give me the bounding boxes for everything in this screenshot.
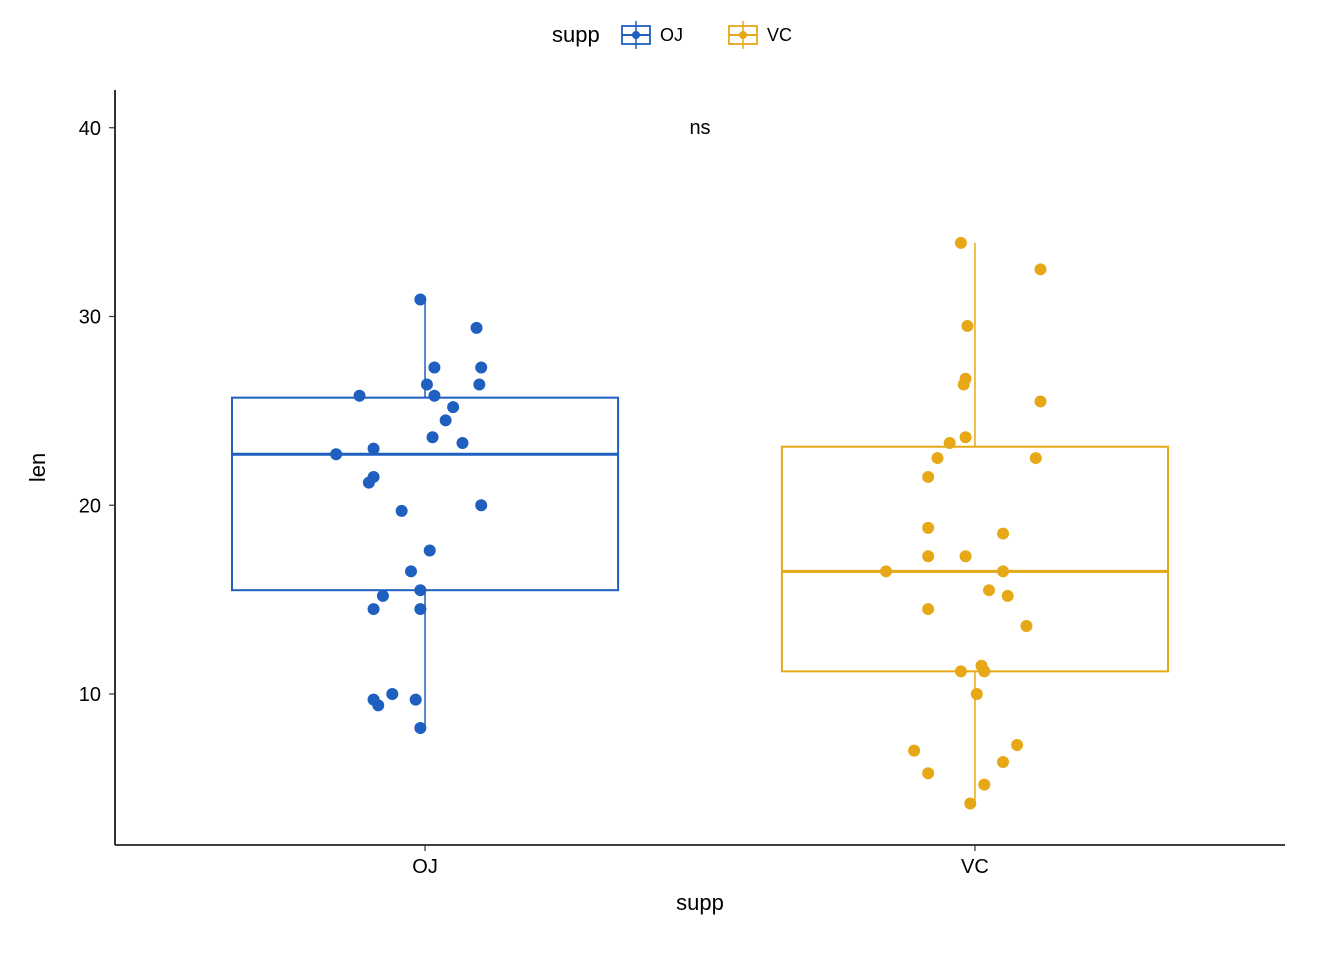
jitter-point [976,660,988,672]
significance-annotation: ns [689,117,710,139]
jitter-point [405,565,417,577]
jitter-point [1034,395,1046,407]
y-tick-label: 30 [79,307,101,329]
x-tick-label: OJ [412,856,438,878]
jitter-point [368,603,380,615]
jitter-point [978,779,990,791]
x-axis-label: supp [676,890,724,915]
jitter-point [330,448,342,460]
legend: supp OJ VC [552,21,792,49]
jitter-point [960,550,972,562]
jitter-point [960,431,972,443]
legend-label: VC [767,25,792,45]
jitter-point [997,565,1009,577]
jitter-point [363,477,375,489]
legend-title: supp [552,22,600,47]
jitter-point [414,722,426,734]
jitter-point [955,237,967,249]
jitter-point [396,505,408,517]
jitter-point [440,414,452,426]
jitter-point [983,584,995,596]
jitter-point [955,665,967,677]
jitter-point [922,471,934,483]
jitter-point [368,694,380,706]
jitter-point [414,584,426,596]
jitter-point [377,590,389,602]
jitter-point [475,499,487,511]
box [782,447,1168,672]
jitter-point [410,694,422,706]
jitter-point [421,378,433,390]
jitter-point [922,603,934,615]
jitter-point [473,378,485,390]
jitter-point [354,390,366,402]
jitter-point [908,745,920,757]
jitter-point [1034,263,1046,275]
x-tick-label: VC [961,856,989,878]
jitter-point [922,767,934,779]
jitter-point [880,565,892,577]
y-tick-label: 10 [79,684,101,706]
legend-point-glyph [632,31,640,39]
jitter-point [997,756,1009,768]
jitter-point [964,797,976,809]
jitter-point [475,361,487,373]
jitter-point [386,688,398,700]
jitter-point [1020,620,1032,632]
jitter-point [427,431,439,443]
box [232,398,618,591]
jitter-point [997,528,1009,540]
jitter-point [414,603,426,615]
jitter-point [922,522,934,534]
jitter-point [961,320,973,332]
boxplot-chart: supp OJ VC ns 10 20 30 40 OJ VC supp len [0,0,1344,960]
legend-point-glyph [739,31,747,39]
jitter-point [971,688,983,700]
jitter-point [424,545,436,557]
jitter-point [456,437,468,449]
jitter-point [428,390,440,402]
jitter-point [1011,739,1023,751]
jitter-point [428,361,440,373]
jitter-point [958,378,970,390]
y-tick-label: 20 [79,495,101,517]
y-tick-label: 40 [79,118,101,140]
jitter-point [932,452,944,464]
y-axis-label: len [25,453,50,482]
jitter-point [414,294,426,306]
jitter-point [447,401,459,413]
jitter-point [1030,452,1042,464]
legend-label: OJ [660,25,683,45]
jitter-point [368,443,380,455]
jitter-point [944,437,956,449]
jitter-point [471,322,483,334]
jitter-point [1002,590,1014,602]
jitter-point [922,550,934,562]
